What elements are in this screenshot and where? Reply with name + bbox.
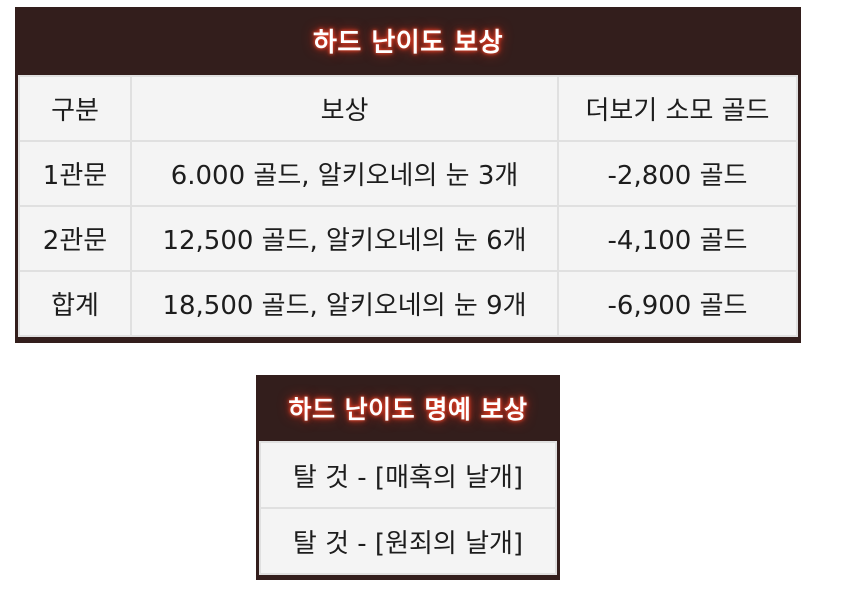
row-reward: 12,500 골드, 알키오네의 눈 6개 bbox=[130, 205, 559, 272]
honor-item: 탈 것 - [원죄의 날개] bbox=[259, 507, 557, 575]
row-extra-gold: -4,100 골드 bbox=[557, 205, 798, 272]
honor-reward-title: 하드 난이도 명예 보상 bbox=[288, 395, 528, 424]
honor-table: 탈 것 - [매혹의 날개] 탈 것 - [원죄의 날개] bbox=[259, 441, 557, 575]
row-category: 합계 bbox=[18, 270, 132, 337]
honor-reward-table: 하드 난이도 명예 보상 탈 것 - [매혹의 날개] 탈 것 - [원죄의 날… bbox=[256, 375, 560, 580]
table-row: 1관문 6.000 골드, 알키오네의 눈 3개 -2,800 골드 bbox=[18, 140, 798, 207]
header-category: 구분 bbox=[18, 75, 132, 142]
row-category: 2관문 bbox=[18, 205, 132, 272]
row-extra-gold: -6,900 골드 bbox=[557, 270, 798, 337]
table-header-row: 구분 보상 더보기 소모 골드 bbox=[18, 75, 798, 142]
row-category: 1관문 bbox=[18, 140, 132, 207]
table-row: 2관문 12,500 골드, 알키오네의 눈 6개 -4,100 골드 bbox=[18, 205, 798, 272]
hard-reward-table: 하드 난이도 보상 구분 보상 더보기 소모 골드 1관문 6.000 골드, … bbox=[15, 7, 801, 343]
honor-item: 탈 것 - [매혹의 날개] bbox=[259, 441, 557, 509]
header-reward: 보상 bbox=[130, 75, 559, 142]
row-reward: 18,500 골드, 알키오네의 눈 9개 bbox=[130, 270, 559, 337]
row-extra-gold: -2,800 골드 bbox=[557, 140, 798, 207]
table-row: 탈 것 - [매혹의 날개] bbox=[259, 441, 557, 509]
row-reward: 6.000 골드, 알키오네의 눈 3개 bbox=[130, 140, 559, 207]
table-row: 합계 18,500 골드, 알키오네의 눈 9개 -6,900 골드 bbox=[18, 270, 798, 337]
header-extra-gold: 더보기 소모 골드 bbox=[557, 75, 798, 142]
hard-reward-title: 하드 난이도 보상 bbox=[312, 28, 504, 58]
reward-table: 구분 보상 더보기 소모 골드 1관문 6.000 골드, 알키오네의 눈 3개… bbox=[18, 75, 798, 337]
table-row: 탈 것 - [원죄의 날개] bbox=[259, 507, 557, 575]
